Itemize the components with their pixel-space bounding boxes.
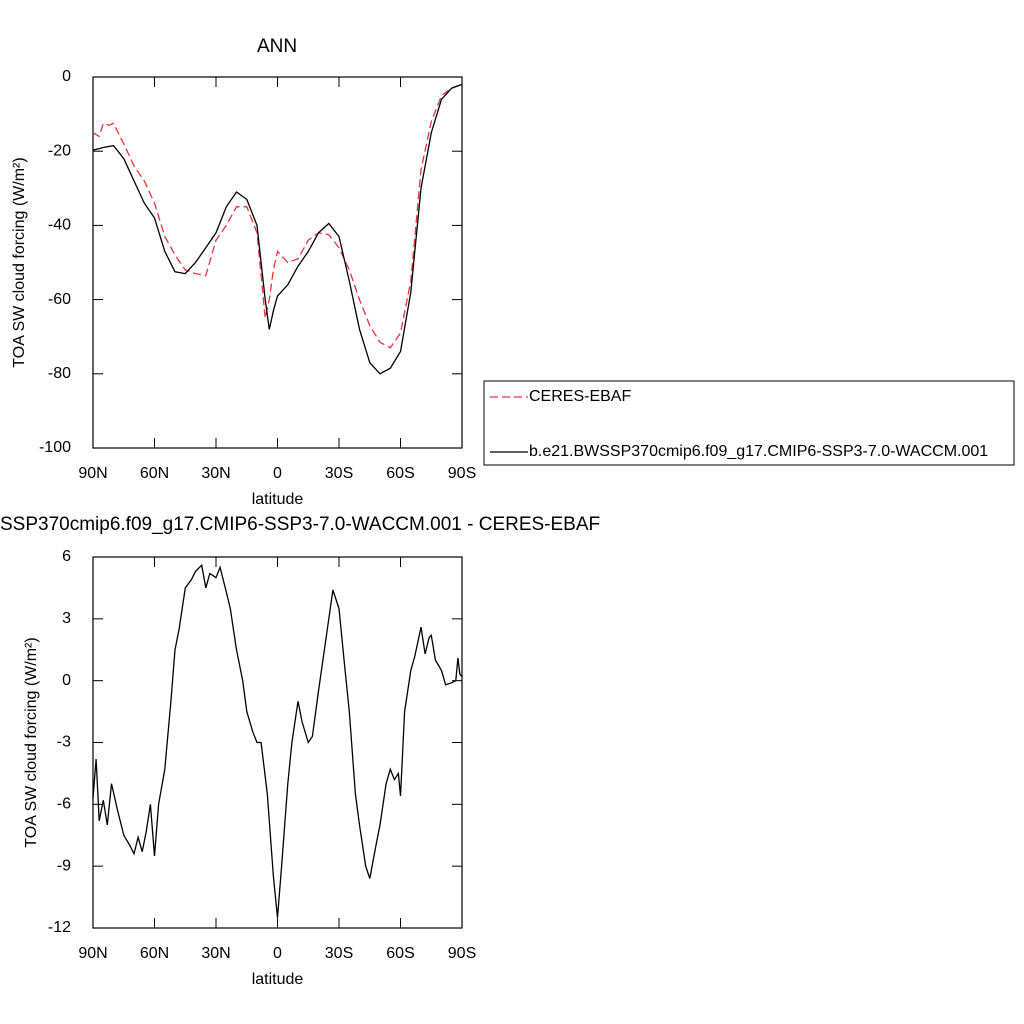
x-tick-label: 90N [78, 945, 107, 962]
y-tick-label: 3 [62, 610, 71, 627]
x-tick-label: 60S [386, 465, 414, 482]
y-tick-label: 0 [62, 672, 71, 689]
x-tick-label: 90S [448, 465, 476, 482]
y-tick-label: -20 [48, 142, 71, 159]
chart-title: SSP370cmip6.f09_g17.CMIP6-SSP3-7.0-WACCM… [0, 514, 600, 535]
data-line [92, 83, 463, 349]
x-axis-label: latitude [252, 491, 304, 508]
y-tick-label: -3 [57, 734, 71, 751]
x-tick-label: 0 [273, 945, 282, 962]
y-axis-label: TOA SW cloud forcing (W/m²) [23, 637, 40, 847]
legend-label: b.e21.BWSSP370cmip6.f09_g17.CMIP6-SSP3-7… [529, 443, 988, 460]
y-tick-label: -80 [48, 365, 71, 382]
x-tick-label: 30S [325, 945, 353, 962]
data-line [92, 563, 463, 918]
plot-frame [92, 76, 463, 449]
x-tick-label: 60S [386, 945, 414, 962]
x-tick-label: 90N [78, 465, 107, 482]
y-axis-label: TOA SW cloud forcing (W/m²) [11, 157, 28, 367]
chart-title: ANN [257, 36, 297, 57]
legend-box [483, 380, 1015, 466]
legend-label: CERES-EBAF [529, 388, 631, 405]
y-tick-label: -6 [57, 796, 71, 813]
y-tick-label: 0 [62, 68, 71, 85]
y-tick-label: -9 [57, 857, 71, 874]
y-tick-label: 6 [62, 548, 71, 565]
y-tick-label: -100 [39, 439, 71, 456]
x-tick-label: 60N [140, 465, 169, 482]
y-tick-label: -60 [48, 291, 71, 308]
y-tick-label: -12 [48, 919, 71, 936]
x-tick-label: 30N [201, 465, 230, 482]
x-tick-label: 0 [273, 465, 282, 482]
x-tick-label: 60N [140, 945, 169, 962]
x-axis-label: latitude [252, 971, 304, 988]
x-tick-label: 90S [448, 945, 476, 962]
legend: CERES-EBAF b.e21.BWSSP370cmip6.f09_g17.CM… [483, 380, 1015, 466]
y-tick-label: -40 [48, 217, 71, 234]
plot-frame [92, 556, 463, 929]
x-tick-label: 30S [325, 465, 353, 482]
x-tick-label: 30N [201, 945, 230, 962]
data-line [92, 83, 463, 375]
